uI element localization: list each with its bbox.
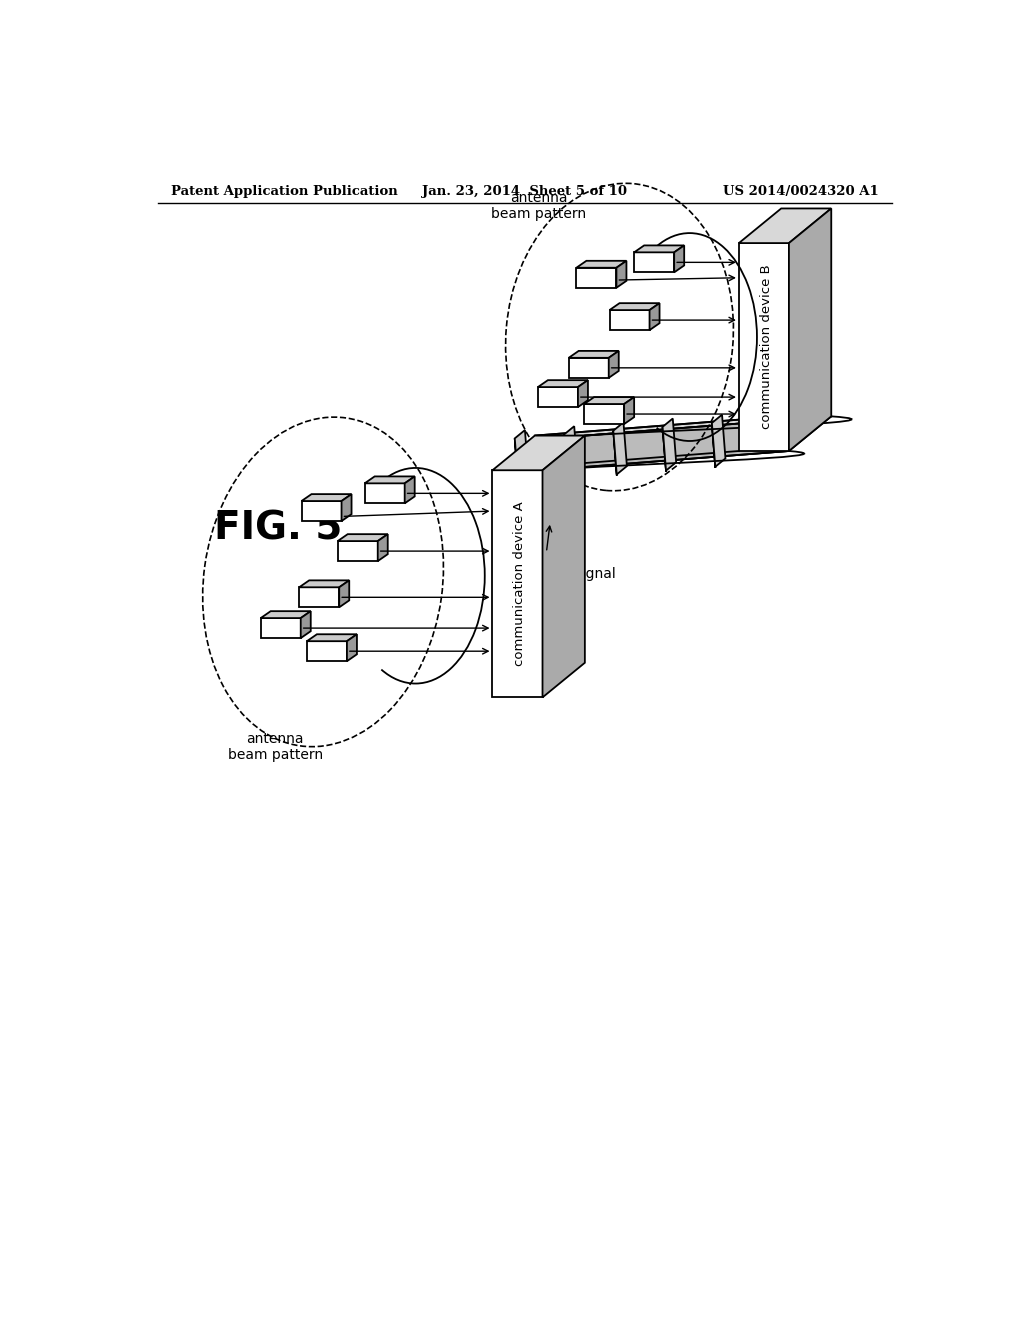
- Polygon shape: [299, 587, 339, 607]
- Text: data and
control signal: data and control signal: [521, 552, 615, 581]
- Text: Jan. 23, 2014  Sheet 5 of 10: Jan. 23, 2014 Sheet 5 of 10: [422, 185, 628, 198]
- Polygon shape: [339, 581, 349, 607]
- Polygon shape: [535, 416, 831, 436]
- Polygon shape: [564, 426, 578, 478]
- Polygon shape: [712, 422, 716, 467]
- Polygon shape: [674, 246, 684, 272]
- Polygon shape: [613, 422, 627, 474]
- Text: Patent Application Publication: Patent Application Publication: [171, 185, 397, 198]
- Polygon shape: [739, 209, 831, 243]
- Polygon shape: [613, 430, 616, 475]
- Polygon shape: [663, 426, 666, 471]
- Polygon shape: [404, 477, 415, 503]
- Polygon shape: [301, 502, 342, 521]
- Polygon shape: [578, 380, 588, 407]
- Polygon shape: [338, 535, 388, 541]
- Polygon shape: [616, 261, 627, 288]
- Polygon shape: [634, 246, 684, 252]
- Polygon shape: [564, 434, 567, 479]
- Polygon shape: [663, 418, 676, 471]
- Text: antenna
beam pattern: antenna beam pattern: [227, 733, 323, 762]
- Polygon shape: [634, 252, 674, 272]
- Polygon shape: [609, 304, 659, 310]
- Polygon shape: [712, 414, 725, 467]
- Polygon shape: [365, 477, 415, 483]
- Text: antenna
beam pattern: antenna beam pattern: [492, 191, 586, 220]
- Text: FIG. 5: FIG. 5: [214, 510, 342, 546]
- Polygon shape: [739, 243, 788, 451]
- Polygon shape: [584, 397, 634, 404]
- Polygon shape: [543, 436, 585, 697]
- Polygon shape: [493, 436, 585, 470]
- Polygon shape: [625, 397, 634, 424]
- Polygon shape: [493, 470, 543, 697]
- Polygon shape: [515, 438, 518, 483]
- Polygon shape: [584, 404, 625, 424]
- Text: US 2014/0024320 A1: US 2014/0024320 A1: [723, 185, 879, 198]
- Polygon shape: [543, 416, 831, 470]
- Polygon shape: [347, 635, 357, 661]
- Polygon shape: [307, 642, 347, 661]
- Polygon shape: [577, 268, 616, 288]
- Polygon shape: [515, 430, 528, 482]
- Polygon shape: [649, 304, 659, 330]
- Polygon shape: [342, 494, 351, 521]
- Polygon shape: [299, 581, 349, 587]
- Polygon shape: [609, 310, 649, 330]
- Polygon shape: [538, 380, 588, 387]
- Polygon shape: [307, 635, 357, 642]
- Polygon shape: [301, 611, 310, 638]
- Polygon shape: [577, 261, 627, 268]
- Polygon shape: [568, 351, 618, 358]
- Polygon shape: [788, 209, 831, 451]
- Polygon shape: [608, 351, 618, 378]
- Text: communication device B: communication device B: [760, 265, 773, 429]
- Text: communication device A: communication device A: [513, 502, 526, 667]
- Polygon shape: [493, 451, 788, 470]
- Polygon shape: [261, 618, 301, 638]
- Polygon shape: [261, 611, 310, 618]
- Polygon shape: [365, 483, 404, 503]
- Polygon shape: [338, 541, 378, 561]
- Polygon shape: [301, 494, 351, 502]
- Polygon shape: [538, 387, 578, 407]
- Polygon shape: [378, 535, 388, 561]
- Polygon shape: [568, 358, 608, 378]
